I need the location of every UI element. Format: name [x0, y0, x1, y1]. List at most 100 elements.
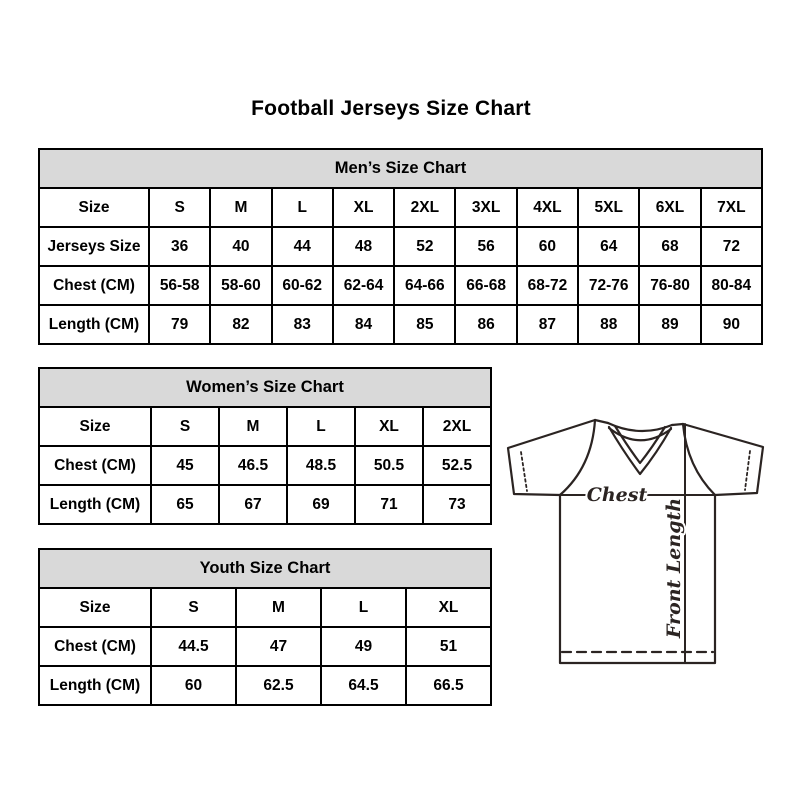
jersey-right-armhole-seam — [681, 422, 717, 497]
data-cell: 66.5 — [405, 665, 492, 706]
column-header-cell: 4XL — [515, 187, 580, 228]
data-cell: 46.5 — [218, 445, 288, 486]
row-label-cell: Length (CM) — [38, 665, 152, 706]
column-header-cell: XL — [405, 587, 492, 628]
data-cell: 69 — [286, 484, 356, 525]
data-cell: 66-68 — [454, 265, 518, 306]
data-cell: 71 — [354, 484, 424, 525]
data-cell: 82 — [209, 304, 273, 345]
data-cell: 60 — [515, 226, 580, 267]
jersey-collar-front-arc — [607, 426, 673, 442]
data-cell: 60 — [150, 665, 237, 706]
row-label-cell: Chest (CM) — [38, 445, 152, 486]
chest-label: Chest — [587, 484, 648, 506]
column-header-cell: M — [209, 187, 273, 228]
size-header-cell: Size — [38, 587, 152, 628]
column-header-cell: S — [147, 187, 212, 228]
row-label-cell: Length (CM) — [38, 304, 150, 345]
data-cell: 68-72 — [515, 265, 580, 306]
front-length-label: Front Length — [663, 498, 685, 639]
jersey-left-armhole-seam — [558, 418, 597, 497]
data-cell: 51 — [405, 626, 492, 667]
data-cell: 47 — [235, 626, 322, 667]
data-cell: 90 — [699, 304, 764, 345]
column-header-cell: L — [270, 187, 334, 228]
data-cell: 58-60 — [209, 265, 273, 306]
column-header-cell: XL — [331, 187, 396, 228]
data-cell: 56 — [454, 226, 518, 267]
column-header-cell: M — [218, 406, 288, 447]
data-cell: 72 — [699, 226, 764, 267]
row-label-cell: Chest (CM) — [38, 626, 152, 667]
jersey-right-sleeve — [681, 422, 765, 497]
size-header-cell: Size — [38, 406, 152, 447]
data-cell: 87 — [515, 304, 580, 345]
jersey-left-sleeve — [506, 418, 597, 497]
data-cell: 72-76 — [577, 265, 641, 306]
column-header-cell: S — [150, 406, 220, 447]
jersey-outline-icon: Chest Front Length — [506, 418, 765, 665]
column-header-cell: 7XL — [699, 187, 764, 228]
data-cell: 89 — [638, 304, 702, 345]
column-header-cell: 5XL — [577, 187, 641, 228]
data-cell: 64.5 — [320, 665, 407, 706]
data-cell: 40 — [209, 226, 273, 267]
data-cell: 76-80 — [638, 265, 702, 306]
data-cell: 80-84 — [699, 265, 764, 306]
data-cell: 84 — [331, 304, 396, 345]
data-cell: 88 — [577, 304, 641, 345]
column-header-cell: S — [150, 587, 237, 628]
jersey-left-cuff-stitch — [520, 451, 528, 492]
jersey-right-shoulder — [670, 422, 685, 427]
column-header-cell: 2XL — [422, 406, 492, 447]
jersey-right-cuff-stitch — [744, 450, 751, 491]
jersey-vneck-outer — [607, 425, 673, 476]
table-title: Men’s Size Chart — [38, 148, 763, 189]
jersey-left-shoulder — [593, 418, 610, 425]
data-cell: 65 — [150, 484, 220, 525]
column-header-cell: 2XL — [393, 187, 457, 228]
data-cell: 44 — [270, 226, 334, 267]
data-cell: 79 — [147, 304, 212, 345]
data-cell: 86 — [454, 304, 518, 345]
data-cell: 49 — [320, 626, 407, 667]
data-cell: 45 — [150, 445, 220, 486]
data-cell: 48 — [331, 226, 396, 267]
column-header-cell: 3XL — [454, 187, 518, 228]
data-cell: 52 — [393, 226, 457, 267]
data-cell: 48.5 — [286, 445, 356, 486]
data-cell: 50.5 — [354, 445, 424, 486]
jersey-vneck-inner — [613, 424, 667, 465]
youth-size-table: Youth Size Chart Size S M L XL Chest (CM) 44.5 4… — [38, 548, 492, 706]
data-cell: 36 — [147, 226, 212, 267]
data-cell: 56-58 — [147, 265, 212, 306]
data-cell: 44.5 — [150, 626, 237, 667]
data-cell: 83 — [270, 304, 334, 345]
page-title: Football Jerseys Size Chart — [251, 97, 531, 120]
column-header-cell: XL — [354, 406, 424, 447]
row-label-cell: Chest (CM) — [38, 265, 150, 306]
data-cell: 64 — [577, 226, 641, 267]
jersey-body-outline — [558, 493, 717, 665]
data-cell: 60-62 — [270, 265, 334, 306]
data-cell: 62.5 — [235, 665, 322, 706]
mens-size-table: Men’s Size Chart Size S M L XL 2XL 3XL 4XL 5XL 6XL… — [38, 148, 764, 345]
column-header-cell: 6XL — [638, 187, 702, 228]
row-label-cell: Length (CM) — [38, 484, 152, 525]
column-header-cell: M — [235, 587, 322, 628]
table-title: Women’s Size Chart — [38, 367, 492, 408]
data-cell: 73 — [422, 484, 492, 525]
column-header-cell: L — [286, 406, 356, 447]
data-cell: 52.5 — [422, 445, 492, 486]
data-cell: 85 — [393, 304, 457, 345]
column-header-cell: L — [320, 587, 407, 628]
size-header-cell: Size — [38, 187, 150, 228]
data-cell: 67 — [218, 484, 288, 525]
data-cell: 64-66 — [393, 265, 457, 306]
data-cell: 68 — [638, 226, 702, 267]
row-label-cell: Jerseys Size — [38, 226, 150, 267]
data-cell: 62-64 — [331, 265, 396, 306]
womens-size-table: Women’s Size Chart Size S M L XL 2XL Chest (CM)… — [38, 367, 492, 525]
jersey-measurement-diagram: Chest Front Length — [495, 405, 785, 675]
